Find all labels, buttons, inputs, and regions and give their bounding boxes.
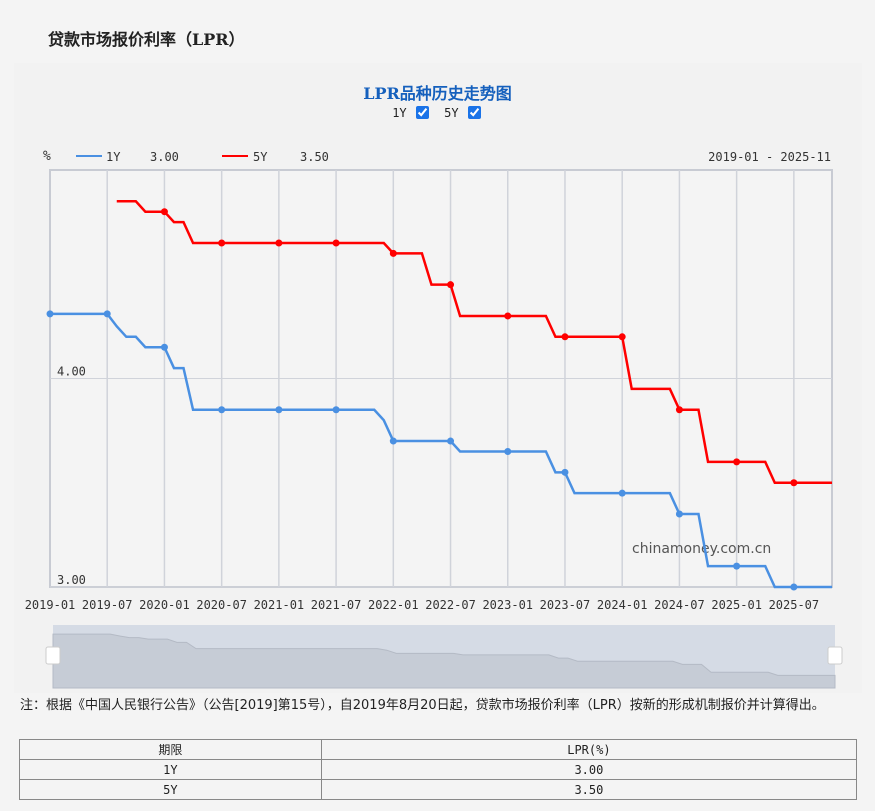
legend-5y-name[interactable]: 5Y [253,150,268,164]
cell-rate: 3.50 [320,779,858,800]
x-tick-label: 2025-01 [711,598,762,612]
unit-label: % [43,149,51,164]
page-title: 贷款市场报价利率（LPR） [48,30,245,49]
data-point-1y[interactable] [160,343,168,351]
data-point-5y[interactable] [218,239,226,247]
data-point-1y[interactable] [618,489,626,497]
x-tick-label: 2024-07 [654,598,705,612]
chart-title: LPR品种历史走势图 [363,84,512,103]
data-point-1y[interactable] [733,562,741,570]
data-point-5y[interactable] [160,208,168,216]
data-point-1y[interactable] [675,510,683,518]
x-tick-label: 2023-01 [482,598,533,612]
navigator-right-handle[interactable] [827,646,843,665]
data-point-5y[interactable] [561,333,569,341]
watermark: chinamoney.com.cn [632,541,771,557]
legend-1y-value: 3.00 [150,150,179,164]
y-tick-label: 3.00 [57,573,86,587]
cell-term: 1Y [19,759,322,780]
data-point-1y[interactable] [103,310,111,318]
x-tick-label: 2019-01 [25,598,76,612]
data-point-1y[interactable] [790,583,798,591]
cell-term: 5Y [19,779,322,800]
x-tick-label: 2019-07 [82,598,133,612]
x-tick-label: 2020-07 [196,598,247,612]
lpr-table: 期限 LPR(%) 1Y 3.00 5Y 3.50 [19,739,858,800]
data-point-5y[interactable] [733,458,741,466]
x-tick-label: 2021-01 [254,598,305,612]
data-point-5y[interactable] [618,333,626,341]
data-point-5y[interactable] [504,312,512,320]
table-header-row: 期限 LPR(%) [19,739,858,760]
data-point-5y[interactable] [447,281,455,289]
x-tick-label: 2022-07 [425,598,476,612]
x-tick-label: 2021-07 [311,598,362,612]
x-tick-label: 2022-01 [368,598,419,612]
navigator-area [52,633,836,689]
header-lpr: LPR(%) [320,739,858,760]
checkbox-1y[interactable] [415,106,429,119]
table-row: 1Y 3.00 [19,759,858,780]
series-line-1y [50,312,832,589]
x-tick-label: 2023-07 [540,598,591,612]
data-point-1y[interactable] [504,447,512,455]
data-point-5y[interactable] [275,239,283,247]
data-point-1y[interactable] [332,406,340,414]
toggle-1y[interactable]: 1Y [392,106,431,120]
data-point-1y[interactable] [218,406,226,414]
navigator-left-handle[interactable] [45,646,61,665]
y-tick-label: 4.00 [57,365,86,379]
data-point-1y[interactable] [561,468,569,476]
data-point-5y[interactable] [675,406,683,414]
series-line-5y [116,200,832,484]
data-point-5y[interactable] [389,249,397,257]
x-tick-label: 2024-01 [597,598,648,612]
footnote: 注：根据《中国人民银行公告》（公告[2019]第15号），自2019年8月20日… [20,698,825,713]
x-tick-label: 2020-01 [139,598,190,612]
data-point-1y[interactable] [275,406,283,414]
series-toggles: 1Y 5Y [0,106,875,120]
data-point-5y[interactable] [332,239,340,247]
legend-1y-name[interactable]: 1Y [106,150,121,164]
data-point-1y[interactable] [447,437,455,445]
header-term: 期限 [19,739,322,760]
table-row: 5Y 3.50 [19,779,858,800]
lpr-chart: % 1Y 3.00 5Y 3.50 2019-01 - 2025-11 4.00… [25,149,843,689]
data-point-1y[interactable] [46,310,54,318]
toggle-5y[interactable]: 5Y [444,106,483,120]
checkbox-5y[interactable] [467,106,481,119]
data-point-5y[interactable] [790,479,798,487]
x-tick-label: 2025-07 [769,598,820,612]
data-point-1y[interactable] [389,437,397,445]
legend-5y-value: 3.50 [300,150,329,164]
date-range: 2019-01 - 2025-11 [708,150,831,164]
cell-rate: 3.00 [320,759,858,780]
